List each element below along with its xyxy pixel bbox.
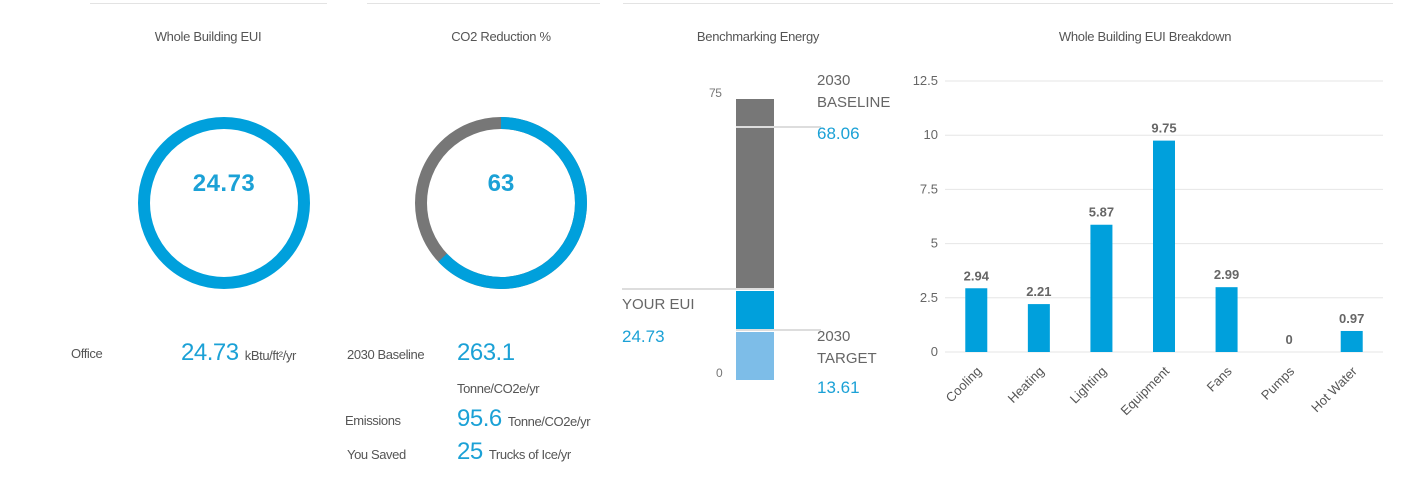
bar (1340, 330, 1363, 352)
y-tick-label: 2.5 (920, 290, 938, 305)
y-tick-label: 7.5 (920, 181, 938, 196)
bar (1090, 224, 1113, 352)
eui-breakdown-chart: 0 2.5 5 7.5 10 12.5 2.94 Cooling 2.21 Heating 5.87… (913, 73, 1383, 418)
y-tick-label: 0 (931, 344, 938, 359)
data-label: 9.75 (1151, 121, 1176, 136)
panel-title: CO2 Reduction % (451, 29, 551, 44)
divider (90, 3, 327, 4)
divider (367, 3, 600, 4)
row-unit: Tonne/CO2e/yr (457, 381, 540, 396)
data-label: 0 (1286, 332, 1293, 347)
data-label: 2.21 (1026, 284, 1051, 299)
x-tick-label: Heating (1005, 364, 1047, 406)
eui-marker (622, 288, 774, 290)
y-tick-label: 12.5 (913, 73, 938, 88)
data-label: 5.87 (1089, 205, 1114, 220)
donut-value: 24.73 (192, 170, 256, 197)
x-tick-label: Hot Water (1308, 363, 1360, 415)
target-segment (736, 332, 774, 380)
row-value: 263.1 (457, 339, 515, 366)
row-value: 25 Trucks of Ice/yr (457, 438, 571, 466)
row-label: Emissions (345, 413, 401, 428)
target-value: 13.61 (817, 378, 860, 397)
row-value: 95.6 Tonne/CO2e/yr (457, 405, 591, 433)
data-label: 0.97 (1339, 311, 1364, 326)
row-label: You Saved (347, 447, 406, 462)
axis-min: 0 (716, 366, 723, 380)
label: BASELINE (817, 94, 891, 111)
unit: Trucks of Ice/yr (488, 447, 571, 462)
x-tick-label: Cooling (943, 364, 985, 406)
eui-segment (736, 291, 774, 329)
baseline-label: 2030 BASELINE (817, 70, 890, 114)
x-tick-label: Equipment (1118, 363, 1173, 418)
unit: Tonne/CO2e/yr (507, 414, 591, 429)
baseline-segment (736, 99, 774, 290)
row-label: Office (71, 346, 103, 361)
row-label: 2030 Baseline (347, 347, 425, 362)
label: 2030 (817, 72, 851, 89)
bar (1027, 304, 1050, 352)
eui-donut (138, 117, 310, 289)
target-label: 2030 TARGET (817, 326, 877, 370)
panel-title: Whole Building EUI (154, 29, 262, 44)
target-marker (736, 329, 821, 331)
co2-donut (415, 117, 587, 289)
x-tick-label: Fans (1204, 363, 1235, 394)
x-tick-label: Pumps (1258, 363, 1298, 403)
eui-value: 24.73 (622, 327, 665, 346)
y-tick-label: 10 (924, 127, 938, 142)
value: 95.6 (457, 405, 502, 432)
baseline-value: 68.06 (817, 124, 860, 143)
label: 2030 (817, 328, 851, 345)
data-label: 2.99 (1214, 267, 1239, 282)
x-tick-label: Lighting (1067, 364, 1110, 407)
unit: kBtu/ft²/yr (244, 348, 297, 363)
axis-max: 75 (709, 86, 722, 100)
donut-arc (138, 117, 310, 289)
chart-title: Whole Building EUI Breakdown (1058, 29, 1232, 44)
eui-label: YOUR EUI (622, 296, 695, 313)
bar (1215, 287, 1238, 352)
row-value: 24.73 kBtu/ft²/yr (181, 339, 296, 367)
value: 25 (457, 438, 483, 465)
panel-title: Benchmarking Energy (696, 29, 820, 44)
data-label: 2.94 (964, 268, 990, 283)
bar (965, 288, 988, 352)
baseline-marker (736, 126, 821, 128)
divider (623, 3, 1393, 4)
bar (1153, 140, 1175, 352)
value: 24.73 (181, 339, 239, 366)
y-tick-label: 5 (931, 236, 938, 251)
label: TARGET (817, 350, 877, 367)
donut-value: 63 (487, 170, 515, 197)
donut-arc (415, 117, 587, 289)
